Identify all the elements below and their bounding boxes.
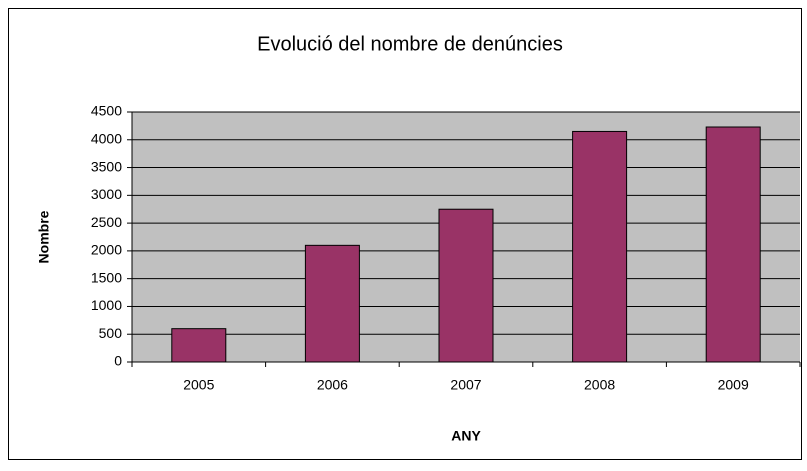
y-tick-label: 3000 <box>91 186 122 202</box>
x-tick-label: 2006 <box>317 377 348 393</box>
x-tick-label: 2007 <box>450 377 481 393</box>
x-axis-label: ANY <box>451 428 481 444</box>
x-tick-label: 2008 <box>584 377 615 393</box>
y-tick-label: 2500 <box>91 214 122 230</box>
y-tick-label: 0 <box>114 353 122 369</box>
y-tick-label: 4500 <box>91 103 122 119</box>
bar <box>304 244 360 363</box>
chart-title: Evolució del nombre de denúncies <box>257 33 563 55</box>
bar <box>438 208 494 363</box>
y-tick-label: 2000 <box>91 242 122 258</box>
y-tick-label: 500 <box>99 325 123 341</box>
y-tick-label: 3500 <box>91 158 122 174</box>
y-tick-label: 4000 <box>91 130 122 146</box>
y-tick-label: 1500 <box>91 269 122 285</box>
x-tick-label: 2009 <box>718 377 749 393</box>
bar <box>705 126 761 363</box>
y-axis-label: Nombre <box>36 210 52 263</box>
bar <box>171 328 227 363</box>
x-tick-label: 2005 <box>183 377 214 393</box>
y-tick-label: 1000 <box>91 297 122 313</box>
bar <box>572 130 628 363</box>
